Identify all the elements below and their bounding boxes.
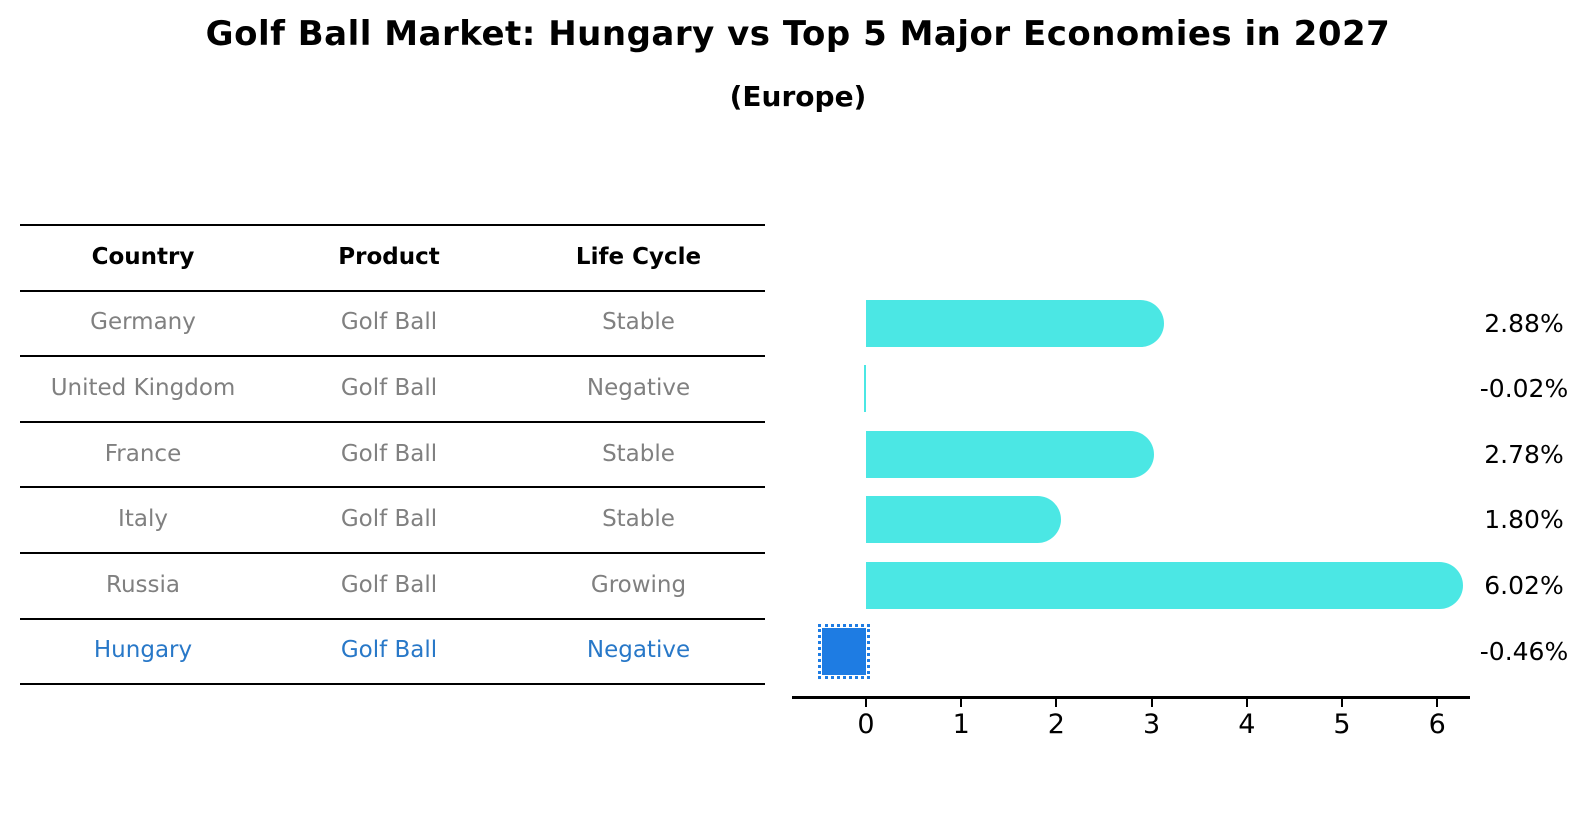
x-axis-tick [1055, 699, 1058, 707]
table-rule [20, 683, 765, 686]
x-axis-tick [1245, 699, 1248, 707]
x-axis-tick-label: 2 [1047, 709, 1065, 740]
x-axis-tick [1436, 699, 1439, 707]
value-label: -0.46% [1479, 636, 1569, 666]
x-axis-tick-label: 4 [1238, 709, 1256, 740]
chart-subtitle: (Europe) [729, 80, 867, 113]
cell-product: Golf Ball [340, 374, 438, 401]
x-axis-tick-label: 6 [1428, 709, 1446, 740]
x-axis-line [792, 696, 1470, 699]
bar-france [866, 430, 1155, 478]
column-header-product: Product [338, 243, 440, 270]
table-row-france: France Golf Ball Stable [0, 421, 765, 487]
cell-lifecycle: Growing [590, 571, 687, 598]
x-axis-tick [1341, 699, 1343, 707]
chart-title: Golf Ball Market: Hungary vs Top 5 Major… [205, 14, 1391, 54]
cell-country: France [104, 440, 182, 467]
bar-hungary [818, 623, 870, 679]
cell-product: Golf Ball [340, 571, 438, 598]
cell-country: Russia [106, 571, 180, 598]
cell-lifecycle: Negative [586, 637, 691, 664]
table-rule [20, 552, 765, 554]
bar-italy [866, 496, 1061, 544]
table-rule [20, 486, 765, 489]
value-label: 2.88% [1484, 308, 1564, 338]
value-label: -0.02% [1479, 374, 1569, 404]
x-axis-tick-label: 0 [857, 709, 875, 740]
cell-product: Golf Ball [340, 637, 438, 664]
x-axis-tick-label: 3 [1143, 709, 1161, 740]
x-axis-tick-label: 5 [1333, 709, 1351, 740]
cell-product: Golf Ball [340, 440, 438, 467]
column-header-country: Country [91, 243, 195, 270]
table-row-hungary: Hungary Golf Ball Negative [0, 618, 765, 684]
table-rule [20, 224, 765, 226]
value-label: 6.02% [1484, 570, 1564, 600]
cell-lifecycle: Stable [602, 440, 675, 467]
cell-lifecycle: Stable [602, 506, 675, 533]
table-rule [20, 420, 765, 423]
table-rule [20, 617, 765, 620]
table-row-germany: Germany Golf Ball Stable [0, 290, 765, 356]
cell-country: Germany [90, 309, 196, 336]
cell-lifecycle: Negative [586, 374, 691, 401]
cell-country: Hungary [93, 637, 193, 664]
x-axis-tick [960, 699, 963, 707]
bar-russia [866, 561, 1463, 609]
table-rule [20, 355, 765, 358]
table-rule [20, 289, 765, 292]
table-row-russia: Russia Golf Ball Growing [0, 552, 765, 618]
value-label: 1.80% [1484, 505, 1564, 535]
cell-product: Golf Ball [340, 309, 438, 336]
cell-country: Italy [118, 506, 168, 533]
x-axis-tick [865, 699, 867, 707]
bar-germany [866, 299, 1164, 347]
table-row-united-kingdom: United Kingdom Golf Ball Negative [0, 355, 765, 421]
value-label: 2.78% [1484, 439, 1564, 469]
cell-country: United Kingdom [50, 374, 236, 401]
cell-product: Golf Ball [340, 506, 438, 533]
x-axis-tick [1150, 699, 1153, 707]
x-axis-tick-label: 1 [952, 709, 970, 740]
table-header-row: Country Product Life Cycle [0, 224, 765, 290]
column-header-lifecycle: Life Cycle [575, 243, 702, 270]
bar-united-kingdom [863, 365, 866, 413]
table-row-italy: Italy Golf Ball Stable [0, 486, 765, 552]
cell-lifecycle: Stable [602, 309, 675, 336]
